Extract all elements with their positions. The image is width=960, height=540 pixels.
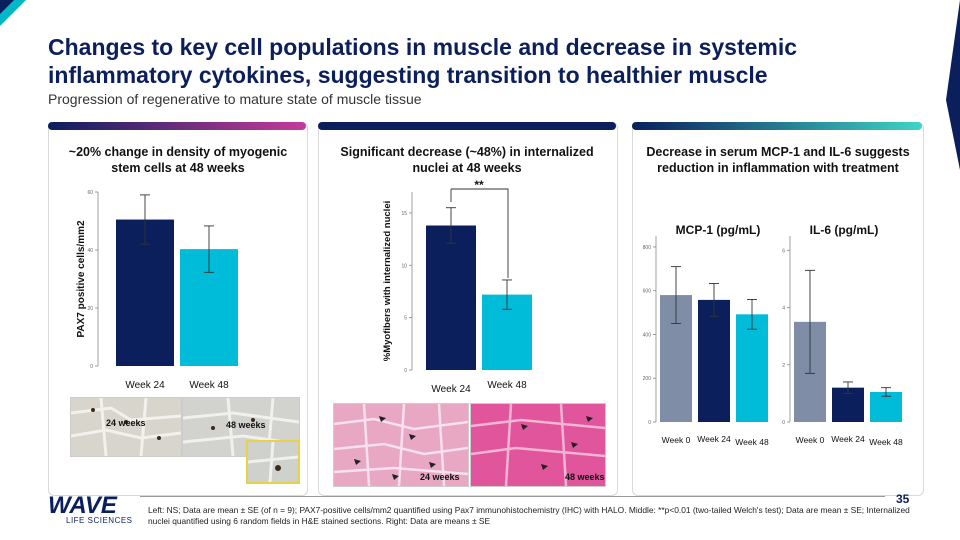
pax7-y-tick-label: 0: [90, 364, 93, 370]
il6-category-label: Week 48: [869, 437, 903, 447]
ihc-image-zoom: [246, 440, 300, 484]
wave-logo: WAVE: [48, 492, 118, 516]
nuclei-significance-bracket: [451, 188, 509, 278]
pax7-y-axis-label: PAX7 positive cells/mm2: [76, 220, 87, 338]
logo-text: WAVE: [48, 492, 118, 516]
pax7-category-label: Week 24: [125, 380, 165, 391]
mcp1-y-tick-label: 400: [643, 332, 652, 338]
il6-bar: [870, 391, 902, 422]
il6-title: IL-6 (pg/mL): [810, 223, 879, 237]
mcp1-bar: [698, 299, 730, 422]
nuclei-y-tick-label: 10: [401, 263, 407, 269]
mcp1-bar: [736, 314, 768, 422]
pax7-y-tick-label: 60: [87, 190, 93, 196]
nuclei-category-label: Week 24: [431, 384, 471, 395]
mcp1-category-label: Week 24: [697, 434, 731, 444]
il6-category-label: Week 0: [796, 435, 825, 445]
panel-middle-heading: Significant decrease (~48%) in internali…: [340, 145, 594, 175]
nuclei-y-tick-label: 0: [404, 368, 407, 374]
pax7-category-label: Week 48: [189, 380, 229, 391]
nuclei-significance-label: **: [474, 178, 484, 192]
pax7-y-tick-label: 20: [87, 306, 93, 312]
pax7-y-tick-label: 40: [87, 248, 93, 254]
footnote: Left: NS; Data are mean ± SE (of n = 9);…: [148, 505, 910, 526]
nuclei-bar: [426, 225, 476, 370]
mcp1-title: MCP-1 (pg/mL): [676, 223, 761, 237]
ihc-label-24-weeks: 24 weeks: [106, 418, 146, 428]
nuclei-y-axis-label: %Myofibers with internalized nuclei: [382, 201, 393, 361]
panel-left-heading: ~20% change in density of myogenic stem …: [68, 145, 288, 175]
he-label-24-weeks: 24 weeks: [420, 472, 460, 482]
il6-y-tick-label: 0: [782, 420, 785, 426]
il6-y-tick-label: 4: [782, 306, 785, 312]
panel-middle-accent-bar: [318, 122, 616, 130]
he-image-48-weeks: [470, 403, 606, 487]
mcp1-category-label: Week 48: [735, 437, 769, 447]
page-subtitle: Progression of regenerative to mature st…: [48, 91, 422, 107]
right-edge-accent: [946, 0, 960, 170]
nuclei-y-tick-label: 5: [404, 316, 407, 322]
logo-subtitle: LIFE SCIENCES: [66, 516, 133, 525]
nuclei-y-tick-label: 15: [401, 211, 407, 217]
corner-accent-navy: [0, 0, 14, 14]
panel-left-accent-bar: [48, 122, 306, 130]
panel-right-accent-bar: [632, 122, 922, 130]
page-number: 35: [896, 492, 910, 506]
ihc-label-48-weeks: 48 weeks: [226, 420, 266, 430]
il6-y-tick-label: 2: [782, 363, 785, 369]
chart-internalized-nuclei: 0 5 10 15 %Myofibers with internalized nucle…: [382, 178, 532, 395]
ihc-image-24-weeks: [70, 397, 182, 457]
mcp1-category-label: Week 0: [662, 435, 691, 445]
mcp1-y-tick-label: 0: [648, 420, 651, 426]
he-image-24-weeks: [333, 403, 469, 487]
panel-right-heading: Decrease in serum MCP-1 and IL-6 suggest…: [646, 145, 910, 175]
chart-pax7: 0 20 40 60 PAX7 positive cells/mm2 Week 24 Wee…: [76, 190, 238, 391]
footer-divider: [140, 496, 885, 497]
chart-mcp1: 0 200 400 600 800 MCP-1 (pg/mL) Week 0 Week 24 W…: [643, 223, 769, 447]
mcp1-y-tick-label: 800: [643, 245, 652, 251]
he-label-48-weeks: 48 weeks: [565, 472, 605, 482]
chart-il6: 0 2 4 6 IL-6 (pg/mL) Week 0 Week 24 Week 48: [782, 223, 903, 447]
mcp1-y-tick-label: 200: [643, 376, 652, 382]
page-title: Changes to key cell populations in muscl…: [48, 34, 798, 88]
il6-y-tick-label: 6: [782, 248, 785, 254]
nuclei-category-label: Week 48: [487, 380, 527, 391]
mcp1-y-tick-label: 600: [643, 289, 652, 295]
il6-category-label: Week 24: [831, 434, 865, 444]
